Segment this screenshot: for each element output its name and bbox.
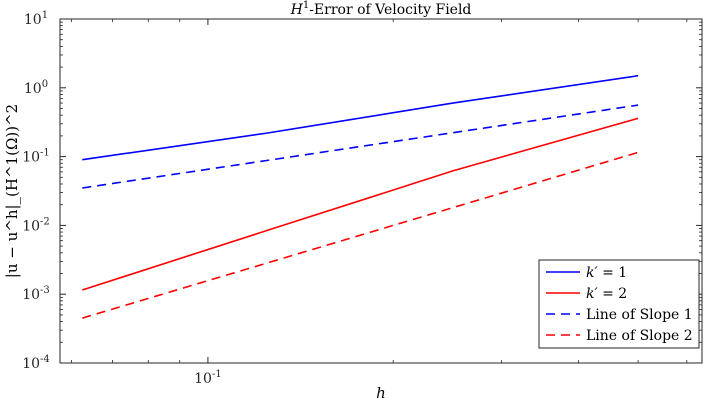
y-axis-label: |u − u^h|_(H^1(Ω))^2: [3, 104, 21, 278]
title: H1-Error of Velocity Field: [290, 0, 472, 18]
legend-label-2: k′ = 2: [586, 286, 627, 302]
legend-label-3: Line of Slope 1: [586, 307, 693, 323]
legend: k′ = 1 k′ = 2 Line of Slope 1 Line of Slope…: [538, 259, 700, 349]
y-tick-label: 10-3: [22, 285, 50, 303]
legend-label-4: Line of Slope 2: [586, 328, 693, 344]
series-line-4: [82, 151, 639, 319]
y-tick-label: 10-1: [22, 148, 50, 166]
title-base: H: [290, 2, 304, 18]
title-sup: 1: [303, 0, 309, 11]
legend-box: [538, 259, 700, 349]
legend-label-1: k′ = 1: [586, 265, 627, 281]
x-axis-label: h: [376, 384, 386, 402]
y-tick-label: 101: [24, 10, 48, 28]
y-axis-label-text: |u − u^h|_(H^1(Ω))^2: [3, 104, 21, 278]
x-axis-label-text: h: [376, 384, 386, 402]
title-rest: -Error of Velocity Field: [309, 2, 471, 18]
svg-text:H1-Error of Velocity Field: H1-Error of Velocity Field: [290, 0, 472, 18]
y-tick-label: 10-2: [22, 216, 50, 234]
x-axis-ticks: 10-1: [70, 19, 688, 387]
x-tick-label: 10-1: [194, 369, 222, 387]
series-line-2: [82, 117, 639, 291]
series-line-1: [82, 74, 639, 161]
y-tick-label: 100: [24, 79, 48, 97]
y-axis-ticks: 101 100 10-1 10-2 10-3 10-4: [22, 10, 702, 372]
y-tick-label: 10-4: [22, 354, 50, 372]
series-line-3: [82, 104, 639, 189]
series-layer: [82, 74, 639, 319]
